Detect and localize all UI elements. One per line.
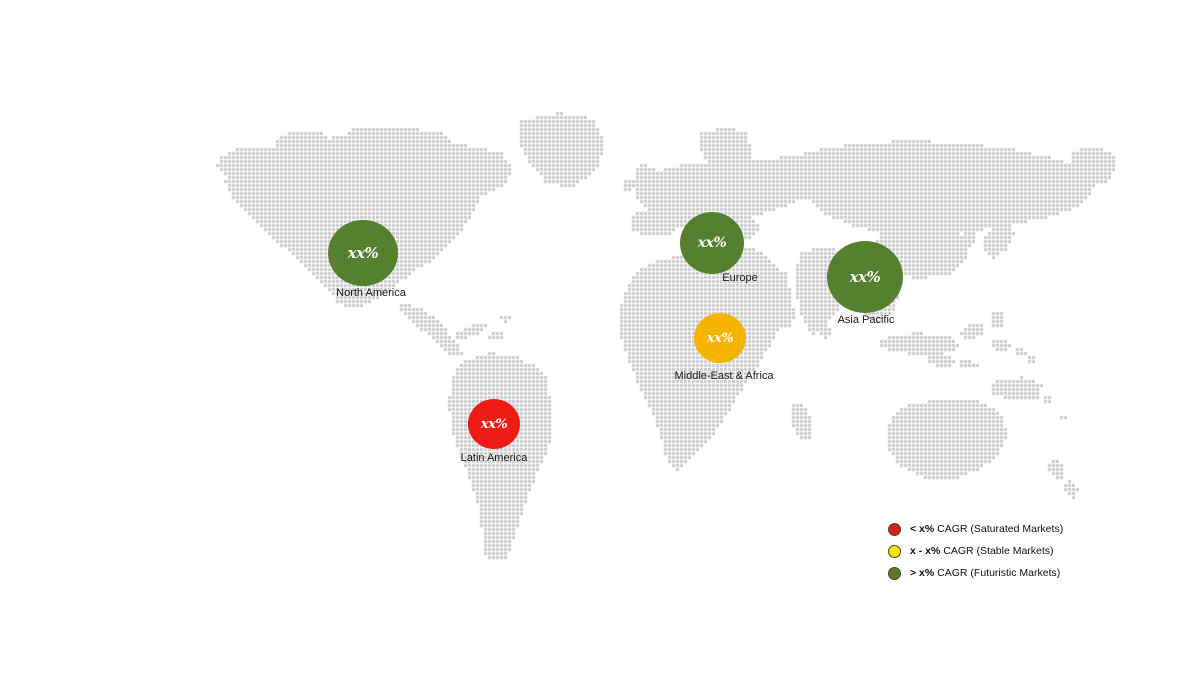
legend-item-description: CAGR (Futuristic Markets): [934, 567, 1061, 579]
legend-item-range: < x%: [910, 523, 935, 535]
legend-item-label: < x% CAGR (Saturated Markets): [910, 523, 1063, 535]
legend-item[interactable]: x - x% CAGR (Stable Markets): [888, 540, 1088, 562]
region-name-label: North America: [336, 287, 406, 299]
legend-item-label: x - x% CAGR (Stable Markets): [910, 545, 1054, 557]
region-name-label: Middle-East & Africa: [674, 370, 774, 382]
legend-dot-green: [888, 566, 901, 580]
region-name-label: Asia Pacific: [837, 314, 895, 326]
legend-item-label: > x% CAGR (Futuristic Markets): [910, 567, 1060, 579]
bubble-value-label: xx%: [697, 235, 727, 251]
legend-item-range: > x%: [910, 567, 935, 579]
region-bubble[interactable]: xx%: [680, 212, 744, 274]
region-bubble[interactable]: xx%: [694, 313, 746, 363]
region-bubble[interactable]: xx%: [827, 241, 903, 313]
legend-item[interactable]: > x% CAGR (Futuristic Markets): [888, 562, 1088, 584]
legend: < x% CAGR (Saturated Markets) x - x% CAGR…: [888, 518, 1088, 584]
bubble-value-label: xx%: [706, 330, 734, 346]
region-name-label: Europe: [722, 272, 758, 284]
bubble-value-label: xx%: [347, 244, 379, 262]
legend-item-description: CAGR (Saturated Markets): [934, 523, 1064, 535]
legend-item-description: CAGR (Stable Markets): [940, 545, 1054, 557]
legend-item-range: x - x%: [910, 545, 941, 557]
legend-dot-yellow: [888, 544, 901, 558]
bubble-value-label: xx%: [849, 268, 881, 286]
legend-item[interactable]: < x% CAGR (Saturated Markets): [888, 518, 1088, 540]
legend-dot-red: [888, 522, 901, 536]
region-bubble[interactable]: xx%: [468, 399, 520, 449]
bubble-value-label: xx%: [480, 416, 508, 432]
region-name-label: Latin America: [460, 452, 528, 464]
region-bubble[interactable]: xx%: [328, 220, 398, 286]
